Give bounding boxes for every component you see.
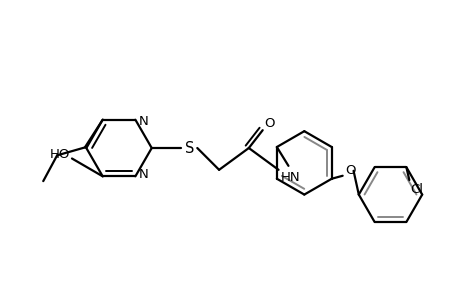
Text: N: N: [138, 115, 148, 128]
Text: S: S: [185, 140, 194, 155]
Text: Cl: Cl: [409, 183, 422, 196]
Text: O: O: [264, 117, 274, 130]
Text: O: O: [345, 164, 355, 177]
Text: HO: HO: [50, 148, 70, 161]
Text: N: N: [138, 168, 148, 181]
Text: HN: HN: [280, 171, 300, 184]
